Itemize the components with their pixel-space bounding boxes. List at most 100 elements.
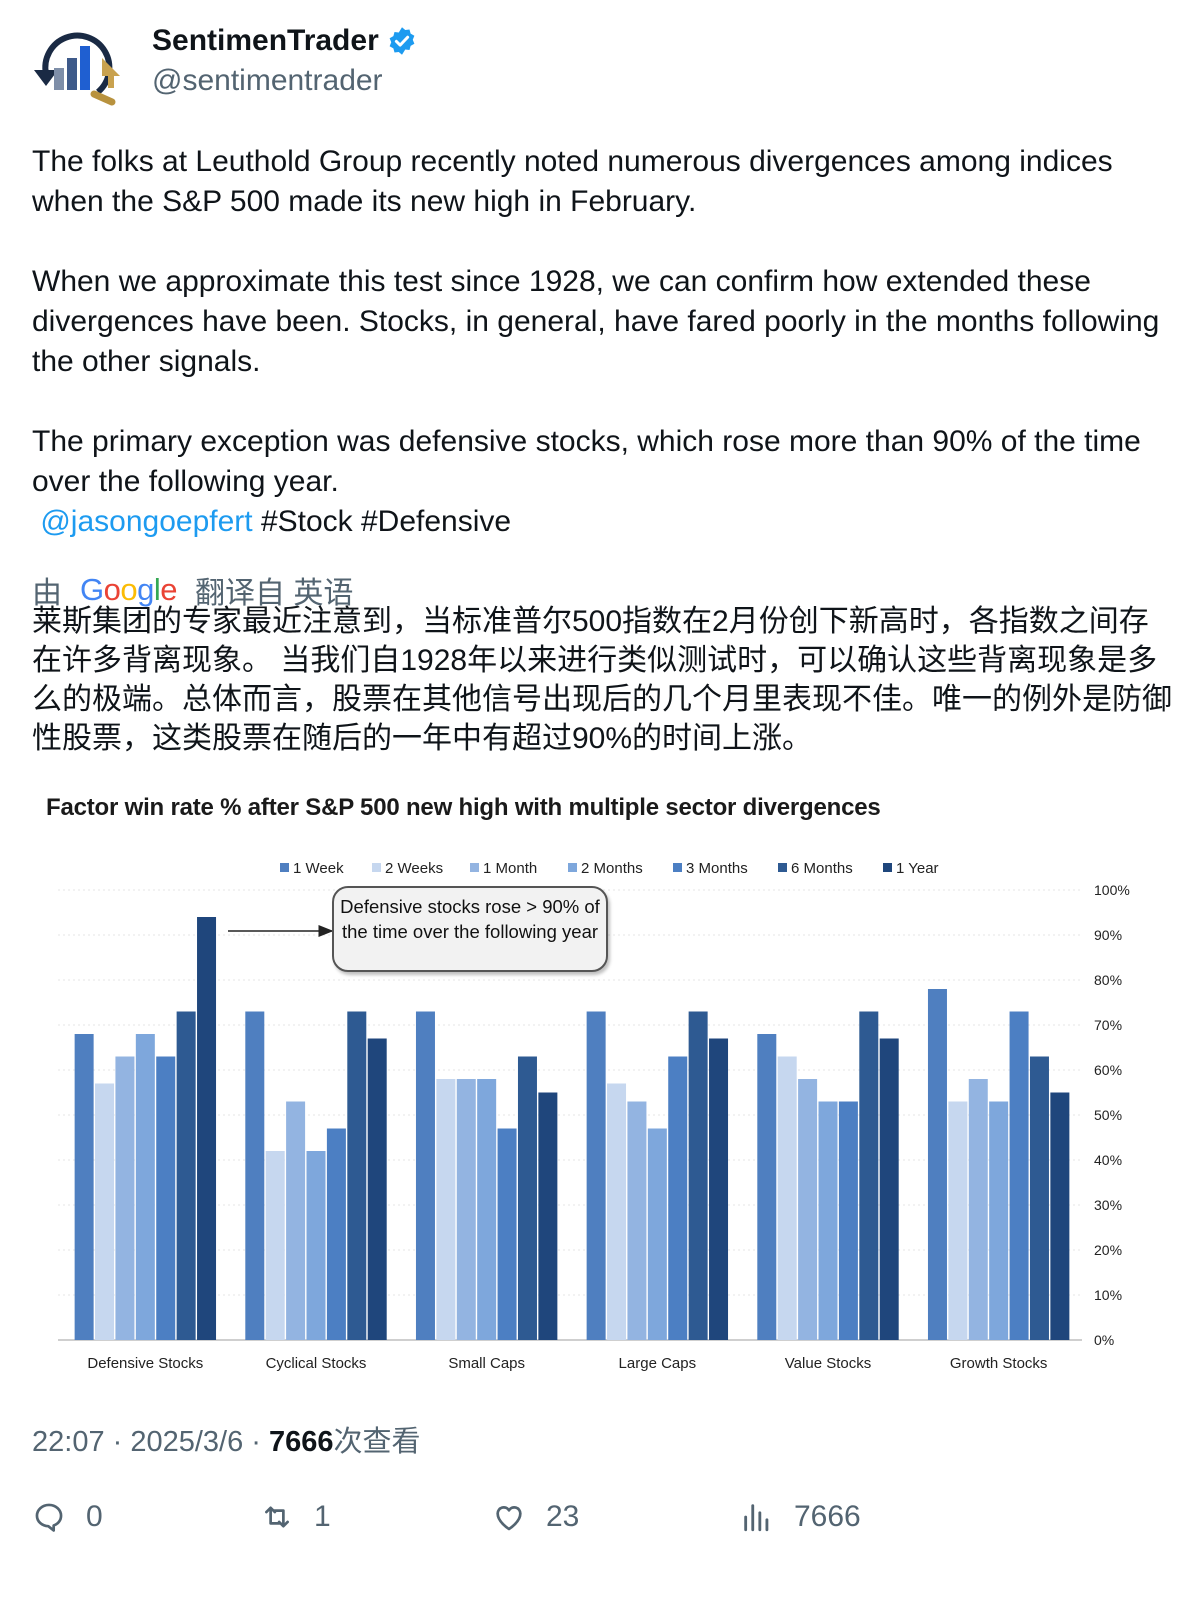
chart-bar <box>778 1057 797 1341</box>
chart-bar <box>607 1084 626 1341</box>
chart-svg: 0% 10% 20% 30% 40% 50% 60% 70% 80% 90% 100% Defensi… <box>32 780 1164 1392</box>
x-tick-label: Value Stocks <box>785 1355 871 1372</box>
verified-badge-icon <box>387 26 417 56</box>
y-tick-label: 60% <box>1094 1062 1122 1078</box>
y-tick-label: 20% <box>1094 1242 1122 1258</box>
legend-label: 2 Weeks <box>385 860 443 877</box>
x-tick-label: Small Caps <box>448 1355 525 1372</box>
chart-bar <box>477 1079 496 1340</box>
chart-bar <box>1050 1093 1069 1341</box>
legend-label: 3 Months <box>686 860 748 877</box>
x-tick-label: Large Caps <box>619 1355 697 1372</box>
legend-label: 1 Month <box>483 860 537 877</box>
reply-button[interactable]: 0 <box>32 1500 103 1534</box>
chart-bar <box>307 1151 326 1340</box>
y-tick-label: 10% <box>1094 1287 1122 1303</box>
chart-bar <box>75 1034 94 1340</box>
chart-bar <box>286 1102 305 1341</box>
tweet-meta: 22:07 · 2025/3/6 · 7666次查看 <box>32 1418 421 1460</box>
chart-image[interactable]: Factor win rate % after S&P 500 new high… <box>32 780 1164 1392</box>
tweet-tags-line: @jasongoepfert #Stock #Defensive <box>32 502 1172 542</box>
y-tick-label: 0% <box>1094 1332 1114 1348</box>
heart-icon <box>492 1500 526 1534</box>
action-bar: 0 1 23 7666 <box>32 1500 1132 1550</box>
legend-label: 1 Week <box>293 860 344 877</box>
chart-bar <box>1030 1057 1049 1341</box>
legend-swatch <box>568 863 577 872</box>
legend-swatch <box>470 863 479 872</box>
x-tick-label: Defensive Stocks <box>87 1355 203 1372</box>
chart-bar <box>839 1102 858 1341</box>
chart-bar <box>95 1084 114 1341</box>
chart-bar <box>989 1102 1008 1341</box>
chart-bar <box>689 1012 708 1341</box>
chart-bar <box>648 1129 667 1341</box>
avatar[interactable] <box>32 28 124 108</box>
chart-bar <box>245 1012 264 1341</box>
tweet-paragraph: When we approximate this test since 1928… <box>32 262 1172 382</box>
view-count-label: 次查看 <box>334 1426 421 1458</box>
author-name-row: SentimenTrader <box>152 24 417 58</box>
legend-swatch <box>673 863 682 872</box>
chart-bar <box>457 1079 476 1340</box>
chart-bar <box>538 1093 557 1341</box>
chart-bar <box>819 1102 838 1341</box>
chart-bar <box>368 1039 387 1341</box>
chart-bar <box>347 1012 366 1341</box>
chart-bar <box>518 1057 537 1341</box>
retweet-icon <box>260 1500 294 1534</box>
x-tick-label: Growth Stocks <box>950 1355 1048 1372</box>
chart-bar <box>859 1012 878 1341</box>
chart-annotation: Defensive stocks rose > 90% of the time … <box>332 886 608 972</box>
reply-count: 0 <box>86 1500 103 1534</box>
y-tick-label: 70% <box>1094 1017 1122 1033</box>
chart-bar <box>798 1079 817 1340</box>
hashtags[interactable]: #Stock #Defensive <box>261 505 511 538</box>
y-tick-label: 100% <box>1094 882 1130 898</box>
y-tick-label: 90% <box>1094 927 1122 943</box>
chart-bar <box>627 1102 646 1341</box>
like-button[interactable]: 23 <box>492 1500 579 1534</box>
translated-text: 莱斯集团的专家最近注意到，当标准普尔500指数在2月份创下新高时，各指数之间存在… <box>32 602 1172 758</box>
y-tick-label: 30% <box>1094 1197 1122 1213</box>
author-handle[interactable]: @sentimentrader <box>152 64 383 98</box>
chart-bar <box>948 1102 967 1341</box>
retweet-button[interactable]: 1 <box>260 1500 331 1534</box>
reply-icon <box>32 1500 66 1534</box>
tweet-header: SentimenTrader @sentimentrader <box>32 24 1132 114</box>
chart-bar <box>177 1012 196 1341</box>
chart-bar <box>436 1079 455 1340</box>
chart-bar <box>928 989 947 1340</box>
legend-swatch <box>372 863 381 872</box>
x-tick-label: Cyclical Stocks <box>266 1355 367 1372</box>
chart-bar <box>498 1129 517 1341</box>
chart-bar <box>757 1034 776 1340</box>
y-tick-label: 40% <box>1094 1152 1122 1168</box>
views-button[interactable]: 7666 <box>740 1500 861 1534</box>
legend-swatch <box>883 863 892 872</box>
tweet-timestamp[interactable]: 22:07 · 2025/3/6 · <box>32 1426 269 1458</box>
y-tick-label: 50% <box>1094 1107 1122 1123</box>
view-count: 7666 <box>269 1426 334 1458</box>
chart-bar <box>136 1034 155 1340</box>
chart-bar <box>969 1079 988 1340</box>
chart-bar <box>416 1012 435 1341</box>
chart-bar <box>156 1057 175 1341</box>
legend-swatch <box>280 863 289 872</box>
tweet-paragraph: The folks at Leuthold Group recently not… <box>32 142 1172 222</box>
tweet-paragraph: The primary exception was defensive stoc… <box>32 422 1172 502</box>
chart-bar <box>115 1057 134 1341</box>
retweet-count: 1 <box>314 1500 331 1534</box>
tweet-text: The folks at Leuthold Group recently not… <box>32 142 1172 542</box>
chart-bar <box>266 1151 285 1340</box>
chart-bar <box>1010 1012 1029 1341</box>
chart-bar <box>197 917 216 1340</box>
like-count: 23 <box>546 1500 579 1534</box>
views-count: 7666 <box>794 1500 861 1534</box>
legend-label: 6 Months <box>791 860 853 877</box>
chart-bar <box>668 1057 687 1341</box>
chart-bar <box>327 1129 346 1341</box>
author-name[interactable]: SentimenTrader <box>152 24 379 58</box>
legend-swatch <box>778 863 787 872</box>
mention-link[interactable]: @jasongoepfert <box>40 505 252 538</box>
